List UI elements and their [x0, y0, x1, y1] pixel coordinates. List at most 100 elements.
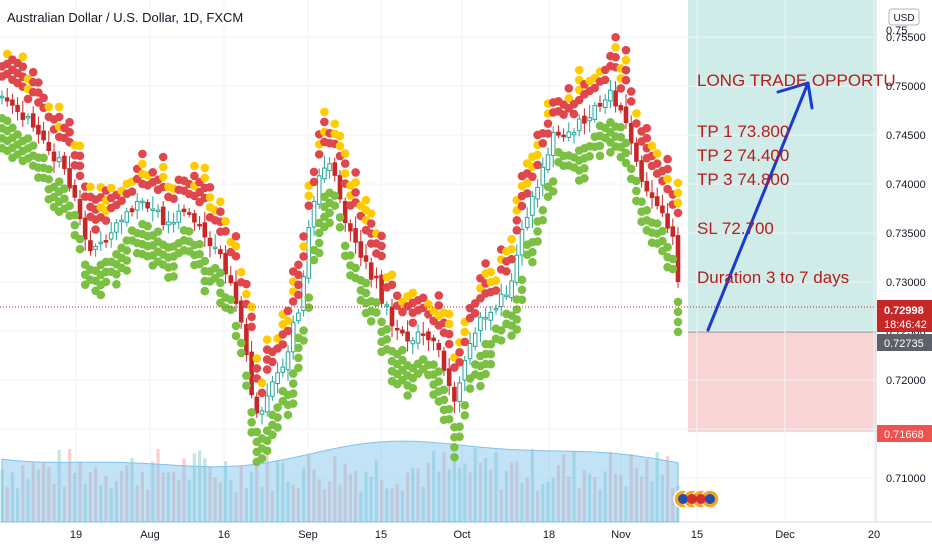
indicator-dot — [533, 237, 542, 246]
indicator-dot — [611, 42, 620, 52]
candle-body — [441, 350, 447, 371]
indicator-dot — [294, 270, 303, 280]
indicator-dot — [231, 241, 241, 251]
indicator-dots — [0, 32, 683, 467]
indicator-dot — [200, 256, 210, 266]
candle-body — [358, 241, 364, 258]
volume-bar — [333, 456, 337, 522]
time-tick-label: Oct — [453, 529, 470, 541]
candle-body — [238, 300, 244, 323]
volume-bar — [57, 449, 61, 522]
indicator-dot — [299, 242, 308, 251]
indicator-dot — [8, 123, 17, 133]
candle-body — [623, 106, 629, 124]
volume-bar — [21, 465, 25, 522]
indicator-dot — [663, 174, 672, 184]
price-axis-labels[interactable]: 0.75 0.75500 0.75000 0.74500 0.74000 0.73500… — [886, 25, 926, 485]
volume-bar — [556, 465, 560, 522]
price-tick-label: 0.74000 — [886, 179, 926, 191]
indicator-dot — [44, 164, 54, 174]
indicator-dot — [491, 276, 501, 285]
indicator-dot — [517, 201, 527, 211]
indicator-dot — [236, 348, 246, 358]
indicator-dot — [268, 357, 277, 367]
volume-bar — [109, 488, 113, 522]
indicator-dot — [366, 209, 376, 218]
candle-body — [597, 102, 603, 107]
time-axis-labels[interactable]: 19 Aug 16 Sep 15 Oct 18 Nov 15 Dec 20 — [70, 529, 880, 541]
candle-body — [186, 212, 192, 215]
indicator-dot — [569, 109, 579, 119]
indicator-dot — [642, 206, 652, 215]
indicator-dot — [75, 234, 85, 244]
volume-bar — [255, 465, 259, 522]
indicator-dot — [434, 291, 444, 300]
economic-events[interactable] — [673, 489, 720, 509]
candle-body — [509, 280, 514, 299]
indicator-dot — [231, 251, 241, 261]
indicator-dot — [299, 232, 308, 241]
indicator-dot — [455, 357, 464, 367]
indicator-dot — [574, 95, 584, 105]
stop-zone[interactable] — [688, 332, 876, 432]
indicator-dot — [247, 312, 256, 322]
annotation-sl: SL 72.700 — [697, 219, 774, 238]
indicator-dot — [455, 422, 464, 431]
indicator-dot — [236, 338, 246, 348]
time-tick-label: 16 — [218, 529, 230, 541]
candle-body — [519, 228, 525, 256]
indicator-dot — [190, 171, 199, 181]
volume-bar — [432, 451, 436, 522]
candle-body — [462, 360, 468, 381]
candle-body — [493, 307, 499, 311]
indicator-dot — [673, 307, 683, 317]
last-price-marker: 0.72998 18:46:42 — [877, 300, 932, 332]
indicator-dot — [512, 216, 522, 225]
volume-bar — [234, 491, 238, 522]
annotation-duration: Duration 3 to 7 days — [697, 268, 849, 287]
indicator-dot — [512, 226, 522, 235]
volume-bar — [317, 479, 321, 522]
indicator-dot — [460, 410, 470, 420]
volume-bar — [530, 448, 534, 522]
volume-bar — [411, 467, 415, 522]
candle-body — [20, 112, 26, 120]
indicator-dot — [252, 364, 262, 373]
volume-bar — [426, 462, 430, 522]
indicator-dot — [663, 242, 672, 252]
indicator-dot — [621, 148, 631, 158]
candle-body — [223, 253, 228, 275]
volume-bar — [619, 474, 623, 522]
indicator-dot — [18, 52, 28, 61]
indicator-dot — [75, 151, 85, 161]
indicator-dot — [673, 327, 683, 337]
volume-bar — [307, 454, 311, 522]
volume-bar — [489, 469, 493, 522]
trade-arrow[interactable] — [706, 81, 814, 332]
candle-body — [368, 262, 374, 280]
indicator-dot — [158, 172, 168, 182]
currency-button[interactable] — [888, 8, 920, 26]
volume-bar — [359, 491, 363, 522]
volume-bar — [130, 457, 134, 522]
price-tick-label: 0.75000 — [886, 81, 926, 93]
volume-bar — [52, 484, 56, 522]
indicator-dot — [294, 280, 303, 290]
volume-bar — [369, 476, 373, 522]
indicator-dot — [122, 266, 132, 275]
volume-bar — [328, 481, 332, 522]
volume-bar — [94, 467, 98, 522]
indicator-dot — [507, 244, 516, 254]
indicator-dot — [444, 339, 454, 349]
indicator-dot — [44, 174, 54, 184]
indicator-dot — [28, 141, 38, 150]
volume-bar — [224, 461, 228, 522]
indicator-dot — [18, 62, 28, 71]
target-zone[interactable] — [688, 0, 876, 332]
candle-body — [275, 372, 280, 385]
volume-bar — [442, 452, 446, 522]
volume-bar — [114, 481, 118, 522]
volume-bar — [182, 458, 186, 522]
